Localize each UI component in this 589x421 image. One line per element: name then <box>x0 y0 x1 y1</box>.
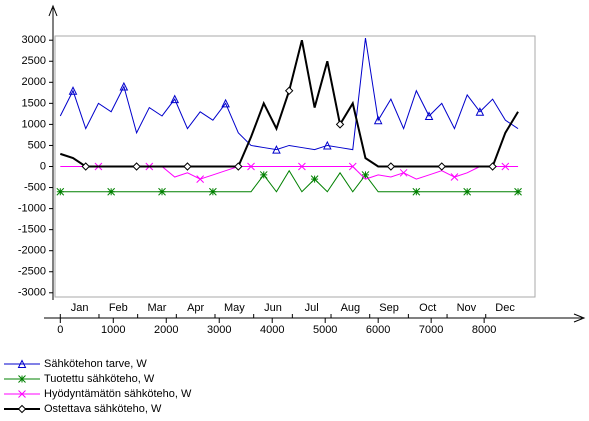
y-tick-label: 0 <box>40 160 46 172</box>
legend-marker <box>18 390 26 398</box>
series-marker <box>259 171 268 179</box>
x-tick-label: 7000 <box>419 324 443 336</box>
series-marker <box>450 173 459 181</box>
x-tick-label: 2000 <box>154 324 178 336</box>
y-axis-arrow <box>48 4 58 17</box>
x-tick-label: 0 <box>57 324 63 336</box>
y-tick-label: 2000 <box>22 76 46 88</box>
series-marker <box>170 94 180 104</box>
series-marker <box>68 86 78 95</box>
series-marker <box>501 162 510 171</box>
legend-label: Tuotettu sähköteho, W <box>44 373 155 385</box>
month-label: May <box>224 302 245 314</box>
series-marker <box>132 162 141 171</box>
series-marker <box>348 162 357 171</box>
legend-marker <box>17 404 27 414</box>
series-marker <box>183 162 192 171</box>
y-tick-label: -2000 <box>18 245 46 257</box>
month-label: Mar <box>148 302 167 314</box>
x-tick-label: 6000 <box>366 324 390 336</box>
series-marker <box>209 187 217 196</box>
x-tick-label: 3000 <box>207 324 231 336</box>
series-marker <box>298 162 306 171</box>
series-marker <box>234 162 243 171</box>
legend-label: Hyödyntämätön sähköteho, W <box>44 388 192 400</box>
y-tick-label: 500 <box>28 139 46 151</box>
y-tick-label: -500 <box>24 181 46 193</box>
series-marker <box>488 162 497 171</box>
series-marker <box>335 120 345 129</box>
series-marker <box>272 145 281 154</box>
y-tick-label: -1500 <box>18 224 46 236</box>
month-label: Jan <box>71 302 89 314</box>
series-marker <box>107 187 116 196</box>
series-marker <box>361 171 370 179</box>
x-axis-arrow <box>573 313 586 323</box>
series-marker <box>424 111 434 120</box>
series-line <box>60 169 519 193</box>
x-tick-label: 8000 <box>472 324 496 336</box>
month-label: Aug <box>341 302 361 314</box>
month-label: Nov <box>457 302 477 314</box>
legend-label: Ostettava sähköteho, W <box>44 403 162 415</box>
y-tick-label: 3000 <box>22 34 46 46</box>
series-marker <box>514 187 522 196</box>
series-marker <box>412 187 421 196</box>
y-tick-label: -2500 <box>18 266 46 278</box>
series-marker <box>373 115 383 125</box>
y-tick-label: 2500 <box>22 55 46 67</box>
y-tick-label: 1500 <box>22 97 46 109</box>
legend-marker <box>18 375 26 383</box>
series-marker <box>437 162 446 171</box>
series-line <box>60 166 519 180</box>
legend-label: Sähkötehon tarve, W <box>44 358 147 370</box>
series-line <box>59 38 519 151</box>
month-label: Feb <box>109 302 128 314</box>
month-label: Jul <box>305 302 319 314</box>
series-marker <box>56 187 65 196</box>
series-marker <box>158 187 166 196</box>
month-label: Oct <box>419 302 436 314</box>
series-marker <box>221 98 230 108</box>
plot-frame <box>54 35 536 298</box>
series-marker <box>310 175 319 183</box>
month-label: Sep <box>379 302 399 314</box>
x-tick-label: 4000 <box>260 324 284 336</box>
month-label: Dec <box>495 302 515 314</box>
y-tick-label: -1000 <box>18 203 46 215</box>
x-tick-label: 1000 <box>101 324 125 336</box>
series-marker <box>463 187 472 196</box>
series-marker <box>399 168 408 177</box>
series-marker <box>196 175 205 183</box>
month-label: Jun <box>264 302 282 314</box>
y-tick-label: -3000 <box>18 287 46 299</box>
series-marker <box>119 81 129 91</box>
series-marker <box>284 86 294 95</box>
month-label: Apr <box>187 302 204 314</box>
x-tick-label: 5000 <box>313 324 337 336</box>
series-marker <box>247 162 255 171</box>
y-tick-label: 1000 <box>22 118 46 130</box>
series-marker <box>386 162 396 171</box>
series-marker <box>81 162 90 171</box>
series-marker <box>323 140 332 150</box>
series-marker <box>475 107 485 116</box>
legend-marker <box>17 359 27 368</box>
